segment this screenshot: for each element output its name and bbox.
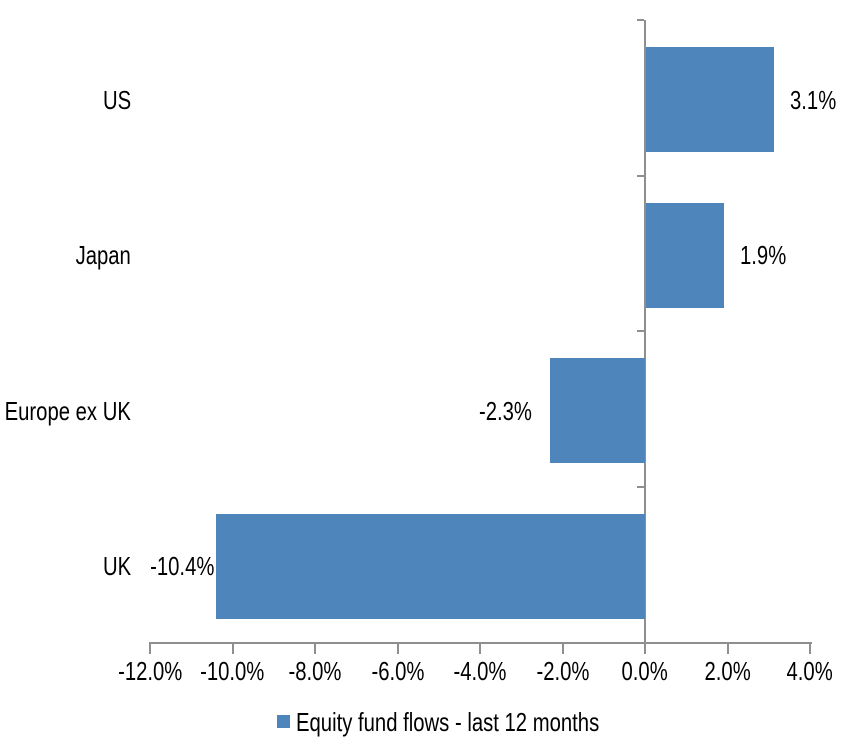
x-tick-label-text: -2.0% [536, 656, 589, 686]
y-axis-line [644, 20, 646, 644]
x-tick-label-text: -6.0% [371, 656, 424, 686]
y-axis-tick [637, 19, 644, 21]
x-axis-tick [149, 642, 151, 654]
x-tick-label-1: -10.0% [168, 656, 298, 686]
x-axis-tick [314, 642, 316, 654]
x-tick-label-2: -8.0% [250, 656, 380, 686]
x-tick-label-text: 2.0% [704, 656, 751, 686]
data-label-europe-ex-uk: -2.3% [479, 395, 533, 426]
x-tick-label-text: -8.0% [288, 656, 342, 686]
x-axis-tick [561, 642, 564, 654]
x-tick-label-6: 0.0% [580, 656, 710, 686]
x-tick-label-8: 4.0% [745, 656, 852, 686]
x-axis-tick [396, 642, 399, 654]
x-tick-label-5: -2.0% [498, 656, 628, 686]
data-label-japan: 1.9% [740, 240, 787, 270]
x-tick-label-text: 0.0% [621, 656, 669, 686]
y-axis-tick [637, 330, 644, 332]
category-label-europe-ex-uk: Europe ex UK [4, 395, 131, 426]
x-axis-tick [231, 642, 234, 654]
legend-marker [277, 715, 290, 728]
x-axis-line [150, 642, 812, 644]
x-axis-tick [726, 642, 729, 654]
data-label-us: 3.1% [789, 84, 837, 115]
x-tick-label-7: 2.0% [663, 656, 793, 686]
x-tick-label-3: -6.0% [333, 656, 463, 686]
x-tick-label-text: -4.0% [453, 656, 507, 686]
x-tick-label-0: -12.0% [85, 656, 215, 686]
x-axis-tick [809, 642, 811, 654]
data-label-uk: -10.4% [149, 551, 214, 581]
category-label-uk: UK [102, 551, 131, 581]
bar-europe-ex-uk [550, 358, 645, 463]
x-axis-tick [479, 642, 481, 654]
x-tick-label-text: -10.0% [200, 656, 265, 686]
bar-japan [646, 202, 725, 308]
category-label-us: US [102, 84, 131, 115]
y-axis-tick [637, 174, 644, 177]
x-axis-tick [644, 642, 646, 654]
x-tick-label-text: -12.0% [117, 656, 183, 686]
category-label-japan: Japan [75, 240, 131, 270]
y-axis-tick [637, 485, 644, 488]
bar-uk [216, 513, 645, 619]
x-tick-label-4: -4.0% [415, 656, 545, 686]
bar-us [646, 47, 774, 152]
x-tick-label-text: 4.0% [786, 656, 834, 686]
legend-label: Equity fund flows - last 12 months [296, 707, 600, 737]
